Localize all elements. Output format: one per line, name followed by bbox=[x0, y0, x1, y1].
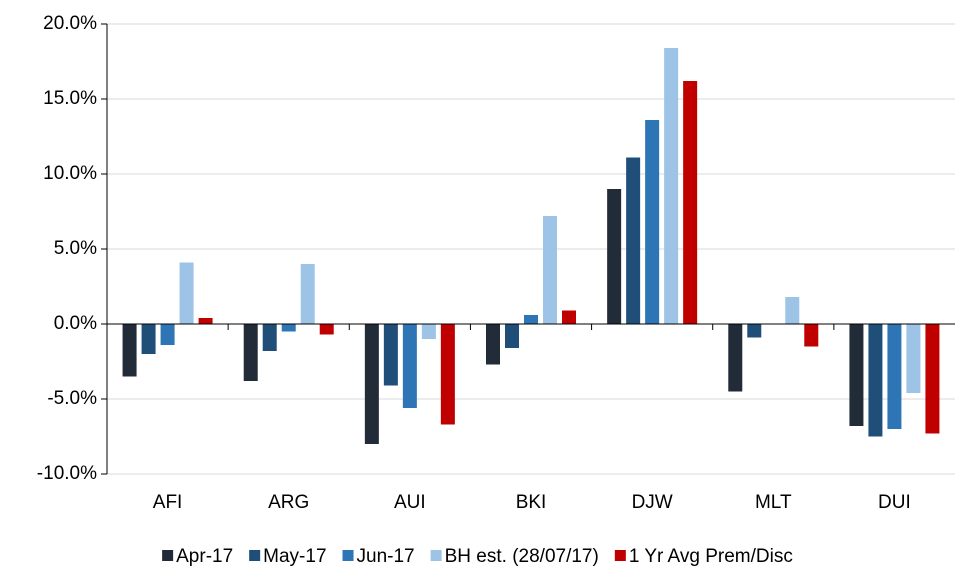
bar bbox=[198, 318, 213, 324]
y-tick-label: 5.0% bbox=[54, 238, 97, 259]
x-tick-label: BKI bbox=[516, 492, 547, 513]
bar bbox=[785, 297, 800, 324]
legend-swatch bbox=[162, 550, 174, 561]
bar bbox=[141, 324, 156, 354]
x-tick-label: DUI bbox=[878, 492, 911, 513]
y-tick-label: -5.0% bbox=[47, 388, 97, 409]
bar bbox=[364, 324, 379, 444]
x-tick-label: DJW bbox=[632, 492, 673, 513]
legend-swatch bbox=[430, 550, 442, 561]
bar bbox=[925, 324, 940, 434]
bar bbox=[683, 81, 698, 324]
legend-label: 1 Yr Avg Prem/Disc bbox=[629, 546, 793, 567]
y-tick-label: 15.0% bbox=[43, 88, 97, 109]
y-tick-label: 20.0% bbox=[43, 13, 97, 34]
legend-label: May-17 bbox=[263, 546, 326, 567]
bar bbox=[804, 324, 819, 347]
bar bbox=[728, 324, 743, 392]
bar bbox=[300, 264, 315, 324]
x-tick-label: AFI bbox=[153, 492, 183, 513]
bar bbox=[645, 120, 660, 324]
bar bbox=[524, 315, 538, 324]
bar bbox=[887, 324, 902, 429]
y-tick-label: 0.0% bbox=[54, 313, 97, 334]
legend-label: Apr-17 bbox=[176, 546, 233, 567]
bar bbox=[747, 324, 762, 338]
legend-swatch bbox=[249, 550, 261, 561]
bar bbox=[505, 324, 519, 348]
bar bbox=[868, 324, 883, 437]
y-tick-label: -10.0% bbox=[37, 463, 97, 484]
bar bbox=[319, 324, 334, 335]
y-tick-label: 10.0% bbox=[43, 163, 97, 184]
bar bbox=[562, 310, 576, 324]
x-tick-label: MLT bbox=[755, 492, 792, 513]
bar bbox=[243, 324, 258, 381]
legend-label: Jun-17 bbox=[357, 546, 415, 567]
legend-label: BH est. (28/07/17) bbox=[445, 546, 599, 567]
bar bbox=[664, 48, 679, 324]
bar bbox=[262, 324, 277, 351]
bar bbox=[906, 324, 921, 393]
bar bbox=[122, 324, 137, 377]
bar bbox=[421, 324, 436, 339]
bar bbox=[607, 189, 622, 324]
bar bbox=[160, 324, 175, 345]
legend-swatch bbox=[342, 550, 354, 561]
bar bbox=[626, 157, 641, 324]
bar bbox=[281, 324, 296, 332]
bar bbox=[486, 324, 500, 365]
bar bbox=[543, 216, 557, 324]
bar bbox=[179, 262, 194, 324]
x-tick-label: AUI bbox=[394, 492, 426, 513]
legend-swatch bbox=[614, 550, 626, 561]
bar bbox=[383, 324, 398, 386]
bar bbox=[440, 324, 455, 425]
bar bbox=[402, 324, 417, 408]
x-tick-label: ARG bbox=[268, 492, 309, 513]
bar bbox=[849, 324, 864, 426]
